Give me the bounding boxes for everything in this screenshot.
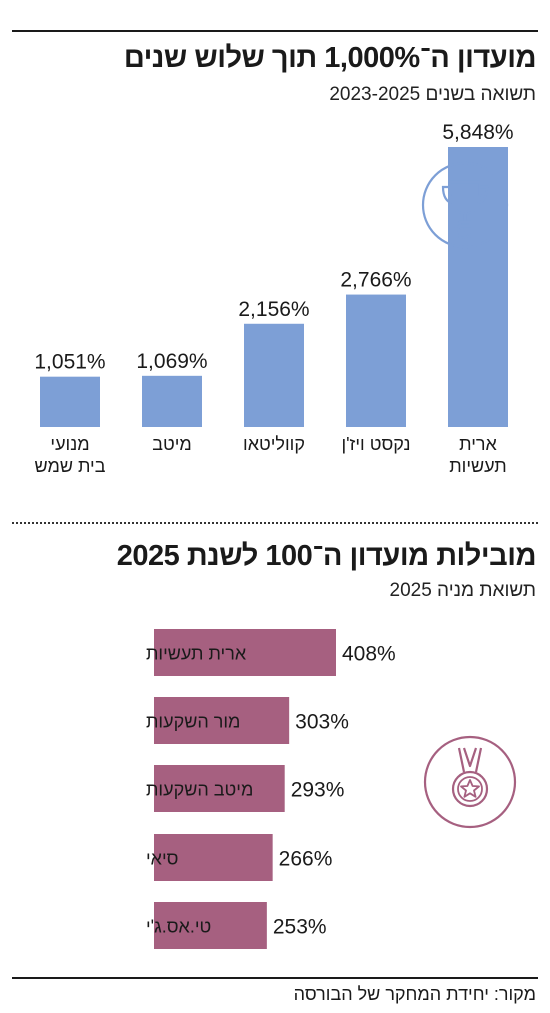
chart2-bar — [154, 765, 285, 812]
chart1-value-label: 2,156% — [238, 298, 309, 321]
chart1-value-label: 5,848% — [442, 121, 513, 144]
medal-icon — [423, 735, 517, 829]
section-divider — [12, 522, 538, 524]
chart2-category-label: טי.אס.ג'י — [146, 917, 211, 937]
chart1-category-label: תעשיות — [449, 456, 506, 476]
trophy-icon — [421, 161, 509, 249]
chart2-subtitle: תשואת מניה 2025 — [389, 580, 537, 601]
chart2-bar — [154, 629, 336, 676]
chart1-subtitle: תשואה בשנים 2023-2025 — [329, 84, 536, 105]
chart2-value-label: 408% — [342, 643, 396, 666]
chart1-value-label: 1,069% — [136, 350, 207, 373]
chart2-category-label: סיאי — [146, 849, 178, 869]
chart2-bar — [154, 834, 273, 881]
top-rule — [12, 30, 538, 32]
source-note: מקור: יחידת המחקר של הבורסה — [293, 984, 536, 1004]
chart2-value-label: 293% — [291, 779, 345, 802]
chart2-category-label: מור השקעות — [146, 712, 240, 732]
chart1-value-label: 2,766% — [340, 269, 411, 292]
chart1-category-label: נקסט ויז'ן — [341, 434, 410, 454]
chart1-bar — [40, 376, 100, 427]
chart1-category-label: ארית — [459, 434, 497, 454]
chart2-value-label: 303% — [295, 711, 349, 734]
chart2-title: מובילות מועדון ה־100 לשנת 2025 — [116, 540, 537, 572]
chart1-category-label: בית שמש — [35, 456, 106, 476]
chart1-bar — [244, 323, 304, 427]
bottom-rule — [12, 977, 538, 979]
chart1-category-label: מנועי — [50, 434, 89, 454]
chart2-bar — [154, 902, 267, 949]
chart1-category-label: מיטב — [152, 434, 192, 454]
chart1-title: מועדון ה־1,000% תוך שלוש שנים — [123, 42, 537, 74]
chart2-category-label: מיטב השקעות — [146, 780, 253, 800]
chart1-category-label: קווליטאו — [243, 434, 305, 454]
chart2-value-label: 253% — [273, 916, 327, 939]
chart1-bar — [346, 294, 406, 427]
chart2-category-label: ארית תעשיות — [146, 644, 247, 664]
chart2-bar — [154, 697, 290, 744]
chart1-bar — [142, 375, 202, 427]
chart1-value-label: 1,051% — [34, 351, 105, 374]
chart2-value-label: 266% — [279, 848, 333, 871]
chart2-bar-chart: 408% ארית תעשיות 303% מור השקעות 293% מיטב הש… — [146, 629, 396, 949]
chart1-bar — [448, 147, 508, 427]
